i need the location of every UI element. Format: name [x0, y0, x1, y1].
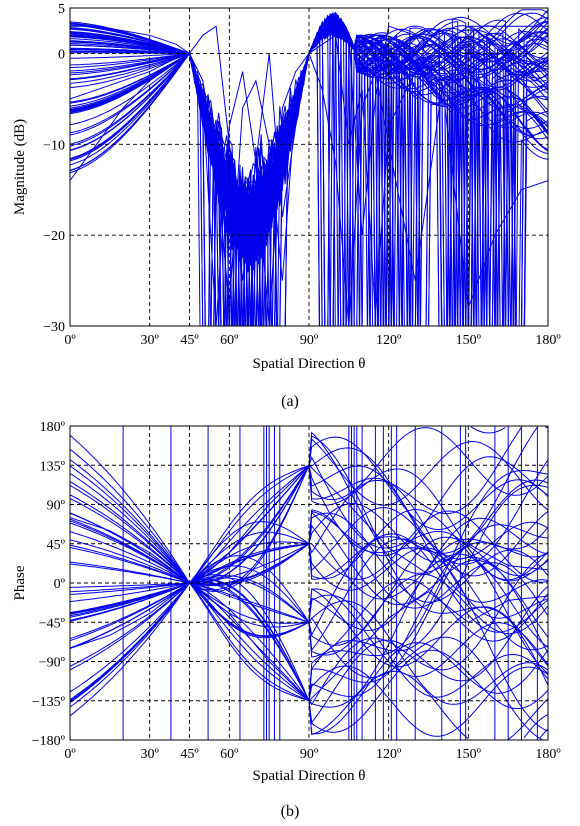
phase-ylabel: Phase	[12, 565, 28, 600]
phase-ytick-label: −135º	[32, 695, 66, 710]
phase-ytick-label: 180º	[40, 420, 66, 435]
magnitude-ytick-label: −30	[43, 320, 65, 335]
phase-family-line	[539, 728, 548, 739]
magnitude-ytick-label: −20	[43, 229, 65, 244]
magnitude-ytick-label: −10	[43, 138, 65, 153]
phase-xtick-label: 180º	[535, 747, 561, 762]
phase-ytick-label: 135º	[40, 459, 66, 474]
phase-xtick-label: 150º	[456, 747, 482, 762]
magnitude-xtick-label: 30º	[140, 333, 159, 348]
magnitude-xtick-label: 60º	[220, 333, 239, 348]
phase-xtick-label: 90º	[300, 747, 319, 762]
magnitude-xtick-label: 90º	[300, 333, 319, 348]
caption-a: (a)	[281, 393, 299, 410]
phase-family-line	[523, 713, 548, 739]
phase-xlabel: Spatial Direction θ	[253, 768, 366, 784]
magnitude-xtick-label: 180º	[535, 333, 561, 348]
phase-xtick-label: 45º	[180, 747, 199, 762]
phase-ytick-label: 90º	[47, 499, 66, 514]
magnitude-xtick-label: 0º	[64, 333, 76, 348]
magnitude-series-line	[70, 25, 548, 326]
magnitude-xlabel: Spatial Direction θ	[253, 356, 366, 372]
phase-xtick-label: 120º	[376, 747, 402, 762]
magnitude-chart: 0º 30º 45º 60º 90º 120º 150º 180º 5 0 −10 −20 −30 Sp…	[12, 2, 561, 410]
phase-ytick-label: −45º	[39, 616, 66, 631]
phase-ytick-label: −90º	[39, 656, 66, 671]
magnitude-ytick-label: 5	[58, 2, 65, 17]
phase-family-line	[507, 698, 548, 740]
phase-chart: 0º 30º 45º 60º 90º 120º 150º 180º 180º 135º 90º 45º…	[12, 420, 561, 820]
magnitude-ylabel: Magnitude (dB)	[12, 119, 28, 215]
phase-family-line	[70, 427, 522, 584]
phase-xtick-label: 30º	[140, 747, 159, 762]
phase-family-line	[70, 573, 548, 656]
phase-family-line	[70, 427, 538, 637]
phase-xtick-label: 0º	[64, 747, 76, 762]
caption-b: (b)	[281, 803, 300, 820]
magnitude-xtick-label: 120º	[376, 333, 402, 348]
magnitude-xtick-label: 150º	[456, 333, 482, 348]
phase-family-line	[470, 426, 506, 434]
magnitude-xtick-label: 45º	[180, 333, 199, 348]
phase-xtick-label: 60º	[220, 747, 239, 762]
phase-ytick-label: −180º	[32, 734, 66, 749]
phase-ytick-label: 45º	[47, 538, 66, 553]
phase-ytick-label: 0º	[54, 577, 66, 592]
magnitude-ytick-label: 0	[58, 47, 65, 62]
